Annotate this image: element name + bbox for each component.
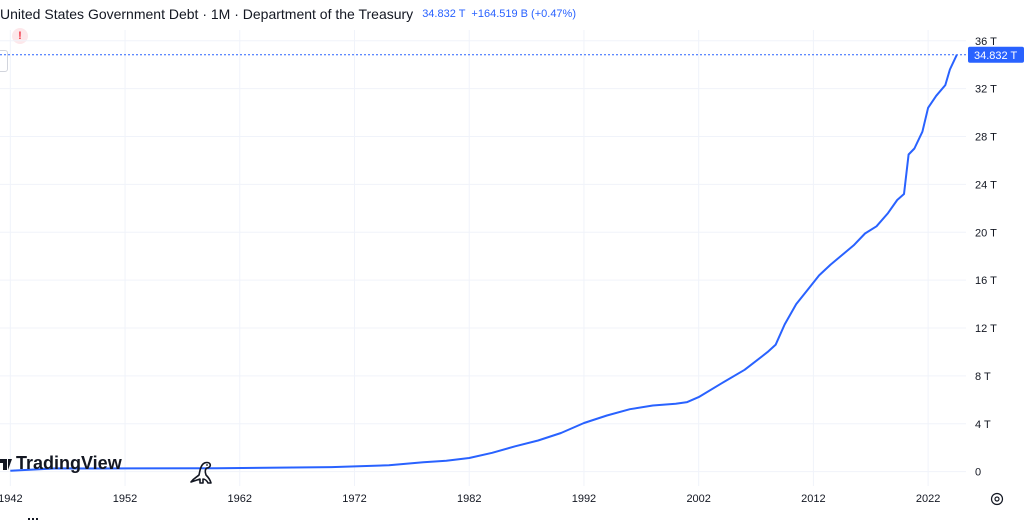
price-tag-background	[968, 46, 1024, 63]
chart-grid	[0, 30, 966, 486]
last-value-label: 34.832 T	[422, 8, 466, 20]
x-tick-label: 1942	[0, 493, 23, 505]
x-tick-label: 1972	[342, 493, 366, 505]
change-label: +164.519 B (+0.47%)	[471, 8, 576, 20]
x-axis: 1942 1952 1962 1972 1982 1992 2002 2012 2022	[0, 493, 940, 505]
x-tick-label: 1992	[572, 493, 596, 505]
tradingview-logo-icon	[0, 458, 12, 470]
chart-legend-header: United States Government Debt · 1M · Dep…	[0, 4, 576, 24]
timeframe-toolbar-edge	[28, 518, 38, 528]
y-tick-label: 32 T	[975, 84, 997, 96]
price-tag-label: 34.832 T	[974, 50, 1018, 62]
chart-title: United States Government Debt · 1M · Dep…	[0, 6, 414, 22]
tradingview-logo[interactable]: TradingView	[0, 453, 122, 474]
y-tick-label: 36 T	[975, 36, 997, 48]
y-tick-label: 20 T	[975, 227, 997, 239]
x-tick-label: 1952	[113, 493, 137, 505]
tradingview-logo-text: TradingView	[16, 453, 122, 473]
series-line[interactable]	[10, 54, 958, 472]
alert-icon[interactable]: !	[12, 28, 28, 44]
y-tick-label: 4 T	[975, 419, 991, 431]
y-tick-label: 24 T	[975, 179, 997, 191]
y-tick-label: 0	[975, 467, 981, 479]
x-tick-label: 2002	[686, 493, 710, 505]
collapse-panel-tab[interactable]	[0, 50, 8, 72]
x-tick-label: 1962	[228, 493, 252, 505]
price-axis-tag: 34.832 T	[968, 46, 1024, 63]
y-tick-label: 28 T	[975, 132, 997, 144]
x-tick-label: 1982	[457, 493, 481, 505]
settings-gear-icon[interactable]	[990, 492, 1004, 506]
y-tick-label: 12 T	[975, 323, 997, 335]
y-tick-label: 16 T	[975, 275, 997, 287]
y-axis: 0 4 T 8 T 12 T 16 T 20 T 24 T 28 T 32 T 36 T	[975, 36, 997, 479]
x-tick-label: 2022	[916, 493, 940, 505]
dinosaur-mascot-icon	[190, 461, 212, 484]
y-tick-label: 8 T	[975, 371, 991, 383]
x-tick-label: 2012	[801, 493, 825, 505]
